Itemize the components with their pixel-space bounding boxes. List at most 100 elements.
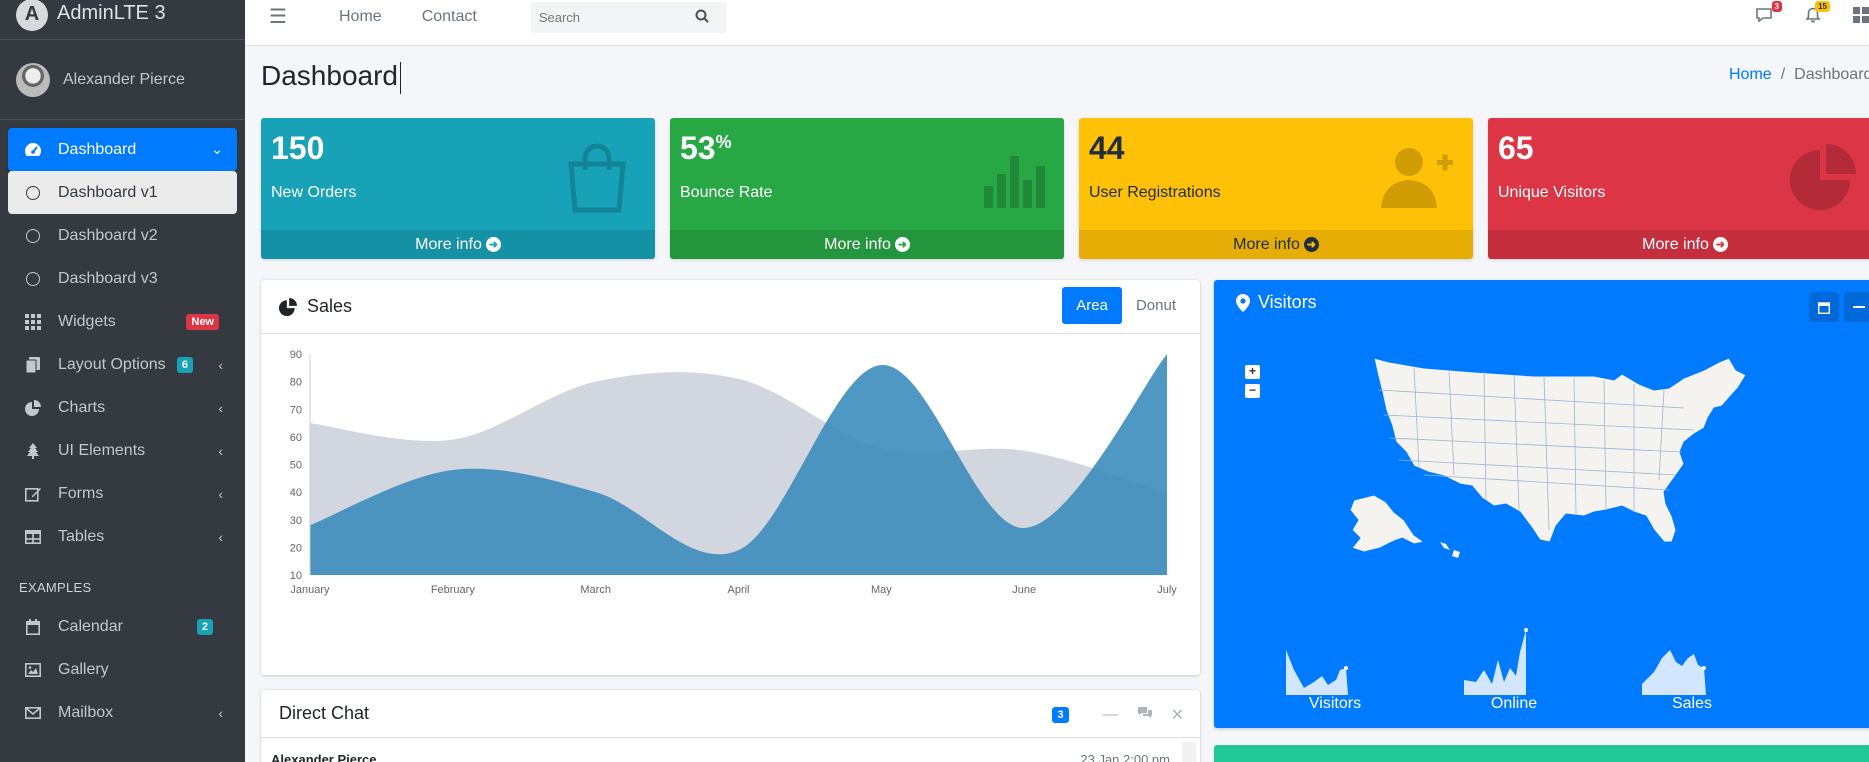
arrow-circle-right-icon: ➜: [1712, 237, 1728, 252]
y-tick-label: 60: [290, 432, 302, 444]
x-tick-label: April: [727, 584, 749, 596]
pie-chart-icon: [279, 297, 297, 316]
navbar-search: [530, 2, 727, 33]
sidebar-item-dashboard[interactable]: Dashboard ⌄: [8, 128, 237, 171]
sidebar-item-mailbox[interactable]: Mailbox ‹: [8, 691, 237, 734]
sidebar-item-dashboard-v1[interactable]: Dashboard v1: [8, 171, 237, 214]
image-icon: [22, 662, 44, 677]
y-tick-label: 70: [290, 404, 302, 416]
user-panel[interactable]: Alexander Pierce: [0, 40, 245, 120]
sidebar-item-label: Widgets: [58, 312, 116, 330]
sidebar-item-label: Dashboard v1: [58, 183, 158, 201]
nav-link-home[interactable]: Home: [339, 7, 382, 25]
y-tick-label: 30: [290, 515, 302, 527]
sidebar-item-ui-elements[interactable]: UI Elements ‹: [8, 429, 237, 472]
close-icon[interactable]: ✕: [1170, 707, 1184, 724]
zoom-out-button[interactable]: −: [1245, 384, 1260, 398]
search-icon[interactable]: [695, 9, 709, 26]
sidebar-nav: Dashboard ⌄ Dashboard v1 Dashboard v2 Da…: [0, 120, 245, 558]
sidebar-item-label: Gallery: [58, 660, 109, 678]
search-input[interactable]: [530, 10, 691, 25]
tab-area[interactable]: Area: [1062, 287, 1122, 324]
brand-logo-icon: A: [16, 0, 48, 31]
map-state-borders: [1378, 367, 1695, 531]
sidebar-item-dashboard-v3[interactable]: Dashboard v3: [8, 257, 237, 300]
stat-label: Unique Visitors: [1498, 184, 1606, 201]
shopping-bag-icon: [568, 143, 626, 213]
sidebar-item-dashboard-v2[interactable]: Dashboard v2: [8, 214, 237, 257]
bell-icon[interactable]: 15: [1805, 0, 1830, 28]
chat-tools: 3 — ✕: [1052, 705, 1184, 725]
count-badge: 2: [196, 618, 213, 635]
zoom-in-button[interactable]: +: [1245, 365, 1260, 379]
sidebar-item-layout-options[interactable]: Layout Options 6 ‹: [8, 343, 237, 386]
sidebar-item-forms[interactable]: Forms ‹: [8, 472, 237, 515]
collapse-button[interactable]: [1844, 292, 1869, 322]
sidebar-item-label: Calendar: [58, 617, 123, 635]
stat-box-new-orders: 150 New Orders More info ➜: [261, 118, 655, 259]
sales-card-header: Sales Area Donut: [261, 280, 1200, 334]
arrow-circle-right-icon: ➜: [894, 237, 910, 252]
map-marker-icon: [1236, 293, 1250, 312]
breadcrumb: Home / Dashboard v1: [1729, 66, 1869, 84]
navbar-right: 3 15: [1723, 0, 1869, 34]
chevron-left-icon: ‹: [218, 442, 223, 459]
y-tick-label: 80: [290, 377, 302, 389]
user-name[interactable]: Alexander Pierce: [63, 70, 185, 88]
more-info-link[interactable]: More info ➜: [1079, 230, 1473, 259]
sparkline-online: [1464, 630, 1526, 695]
chevron-left-icon: ‹: [218, 704, 223, 721]
sparkline-label-visitors: Visitors: [1308, 695, 1362, 712]
sparkline-label-online: Online: [1490, 695, 1538, 712]
nav-link-contact[interactable]: Contact: [421, 7, 477, 25]
chevron-left-icon: ‹: [218, 399, 223, 416]
pie-chart-icon: [22, 399, 44, 416]
sidebar-item-label: Mailbox: [58, 703, 114, 721]
sidebar-item-charts[interactable]: Charts ‹: [8, 386, 237, 429]
sidebar-item-gallery[interactable]: Gallery: [8, 648, 237, 691]
tree-icon: [22, 442, 44, 459]
chart-tabs: Area Donut: [1062, 287, 1190, 324]
envelope-icon: [22, 706, 44, 719]
brand-link[interactable]: A AdminLTE 3: [0, 0, 245, 40]
stat-label: New Orders: [271, 184, 357, 201]
chat-timestamp: 23 Jan 2:00 pm: [1080, 752, 1170, 762]
arrow-circle-right-icon: ➜: [485, 237, 501, 252]
sparkline-sales: [1642, 650, 1706, 695]
sidebar-item-label: Layout Options: [58, 355, 166, 373]
sales-graph-card: [1214, 745, 1869, 762]
main-sidebar: A AdminLTE 3 Alexander Pierce Dashboard …: [0, 0, 245, 762]
x-tick-label: June: [1012, 584, 1036, 596]
comments-icon[interactable]: [1137, 706, 1153, 725]
x-tick-label: May: [871, 584, 892, 596]
x-tick-label: March: [580, 584, 611, 596]
more-info-link[interactable]: More info ➜: [1488, 230, 1869, 259]
sales-area-chart: 10 20 30 40 50 60 70 80 90 January February March Ap…: [290, 349, 1178, 596]
map-contiguous-us: [1373, 357, 1747, 543]
more-info-link[interactable]: More info ➜: [670, 230, 1064, 259]
apps-grid-icon[interactable]: [1853, 6, 1869, 28]
card-title: Sales: [307, 296, 353, 316]
sidebar-item-label: Dashboard v2: [58, 226, 158, 244]
y-tick-label: 50: [290, 460, 302, 472]
calendar-button[interactable]: [1809, 292, 1839, 322]
chevron-down-icon: ⌄: [211, 141, 223, 157]
sidebar-item-calendar[interactable]: Calendar 2: [8, 605, 237, 648]
tachometer-icon: [22, 142, 44, 158]
messages-badge: 3: [1771, 0, 1782, 12]
stat-box-user-registrations: 44 User Registrations More info ➜: [1079, 118, 1473, 259]
sparkline-visitors: [1286, 650, 1348, 695]
breadcrumb-home[interactable]: Home: [1729, 66, 1772, 83]
more-info-link[interactable]: More info ➜: [261, 230, 655, 259]
copy-icon: [22, 356, 44, 373]
sidebar-item-widgets[interactable]: Widgets New: [8, 300, 237, 343]
usa-map: [1349, 357, 1747, 558]
tab-donut[interactable]: Donut: [1135, 297, 1176, 314]
map-hawaii: [1440, 542, 1460, 558]
messages-icon[interactable]: 3: [1755, 0, 1782, 28]
menu-toggle-icon[interactable]: ☰: [269, 6, 287, 28]
minus-icon[interactable]: —: [1102, 706, 1119, 723]
stat-label: User Registrations: [1089, 184, 1221, 201]
chat-scrollbar[interactable]: [1182, 742, 1196, 762]
sidebar-item-tables[interactable]: Tables ‹: [8, 515, 237, 558]
